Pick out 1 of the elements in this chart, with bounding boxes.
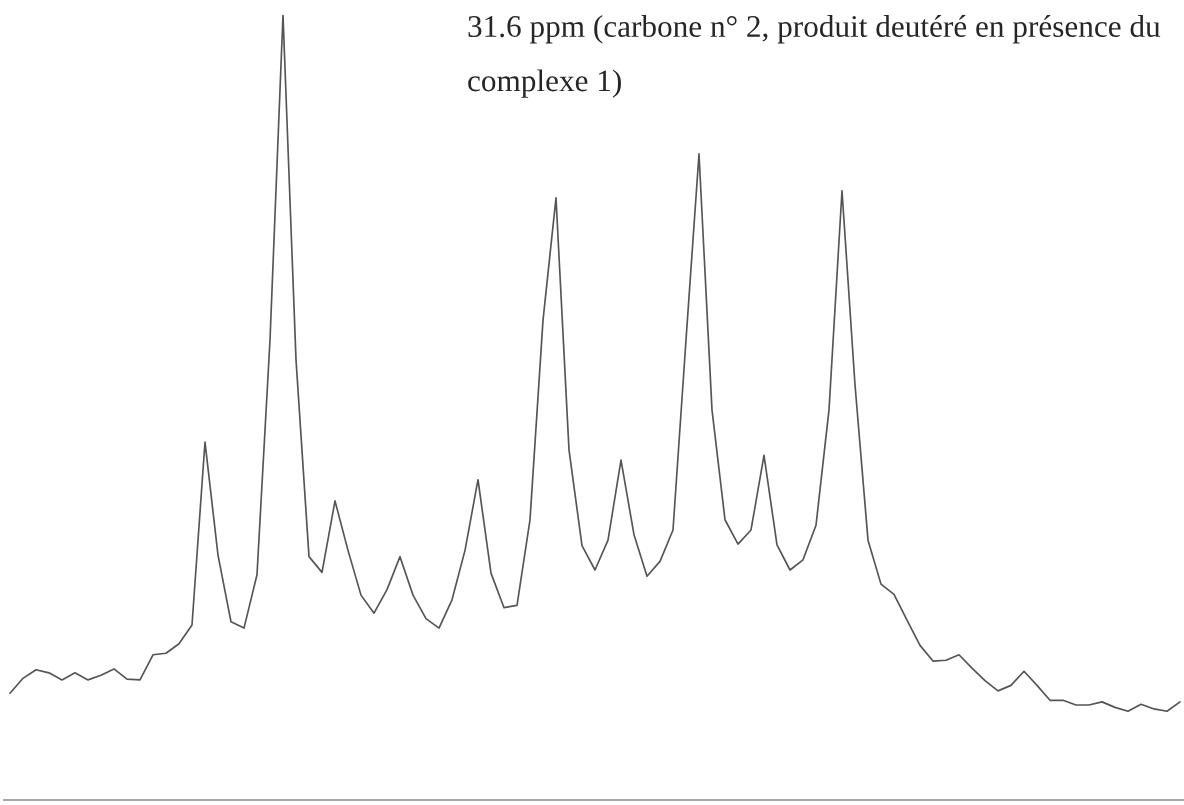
annotation: 31.6 ppm (carbone n° 2, produit deutéré en présence du complexe 1) [468,15,1161,98]
